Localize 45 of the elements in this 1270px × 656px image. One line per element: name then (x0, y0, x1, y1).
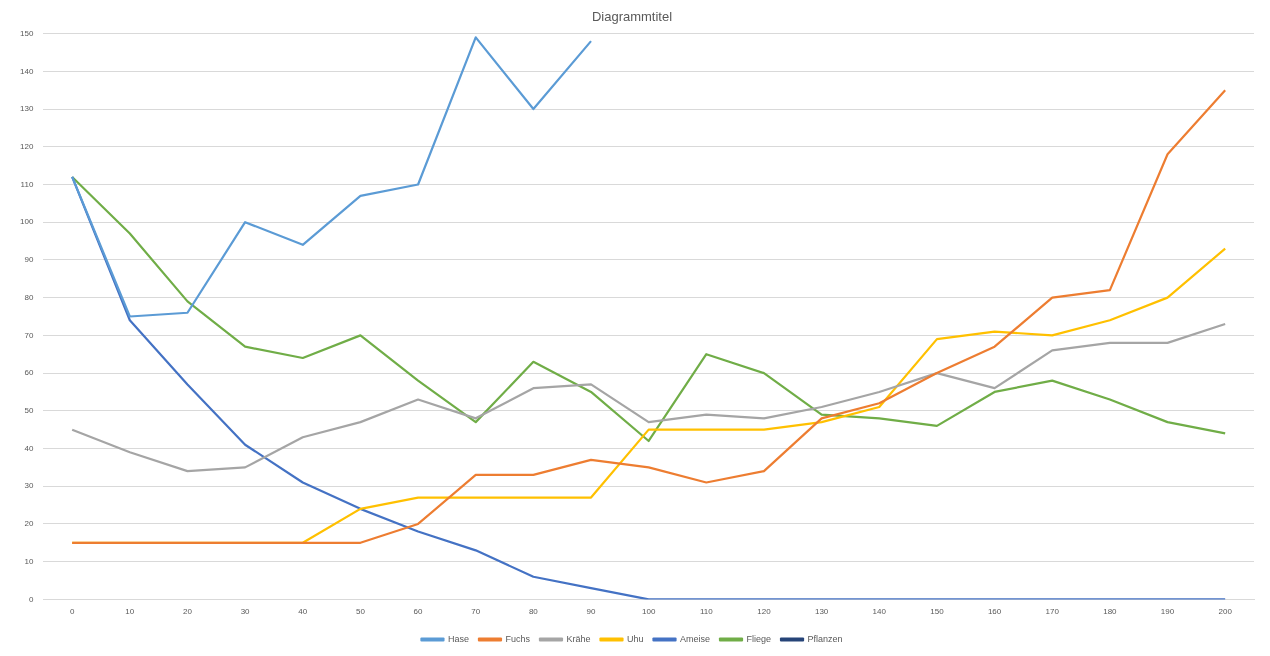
x-tick-label: 60 (413, 607, 424, 617)
y-tick-label: 30 (24, 481, 34, 491)
y-tick-label: 100 (19, 217, 34, 227)
y-tick-label: 80 (24, 292, 34, 302)
y-tick-label: 0 (28, 594, 34, 604)
y-tick-label: 110 (20, 179, 34, 189)
chart-title: Diagrammtitel (591, 9, 673, 25)
y-tick-label: 60 (24, 368, 34, 378)
x-tick-label: 80 (528, 607, 539, 617)
x-tick-label: 170 (1045, 607, 1060, 617)
x-tick-label: 70 (471, 607, 481, 617)
y-tick-label: 130 (19, 104, 34, 114)
y-tick-label: 10 (24, 556, 34, 566)
x-tick-label: 120 (757, 607, 772, 617)
x-tick-label: 20 (183, 607, 193, 617)
y-tick-label: 120 (19, 141, 34, 151)
legend-label: Fliege (746, 633, 772, 644)
x-tick-label: 10 (125, 607, 135, 617)
legend-label: Pflanzen (807, 633, 843, 644)
y-tick-label: 150 (19, 28, 34, 38)
x-tick-label: 90 (586, 607, 597, 617)
x-tick-label: 40 (298, 607, 308, 617)
x-tick-label: 110 (699, 607, 714, 617)
x-tick-label: 190 (1160, 607, 1175, 617)
legend-label: Uhu (626, 633, 644, 644)
x-tick-label: 160 (987, 607, 1002, 617)
y-tick-label: 40 (24, 443, 34, 453)
legend-label: Ameise (680, 633, 711, 644)
x-tick-label: 140 (872, 607, 887, 617)
x-tick-label: 0 (69, 607, 75, 617)
legend-label: Fuchs (505, 633, 531, 644)
x-tick-label: 100 (641, 607, 656, 617)
legend-label: Hase (447, 633, 469, 644)
y-tick-label: 50 (24, 406, 34, 415)
y-tick-label: 140 (19, 66, 34, 76)
x-tick-label: 130 (814, 607, 829, 617)
x-tick-label: 30 (240, 607, 251, 617)
y-tick-label: 70 (24, 330, 34, 340)
y-tick-label: 20 (24, 519, 34, 529)
legend-label: Krähe (566, 633, 591, 644)
x-tick-label: 50 (355, 607, 366, 617)
x-tick-label: 200 (1218, 607, 1233, 617)
x-tick-label: 150 (930, 607, 945, 617)
y-tick-label: 90 (24, 255, 34, 265)
x-tick-label: 180 (1103, 607, 1118, 617)
